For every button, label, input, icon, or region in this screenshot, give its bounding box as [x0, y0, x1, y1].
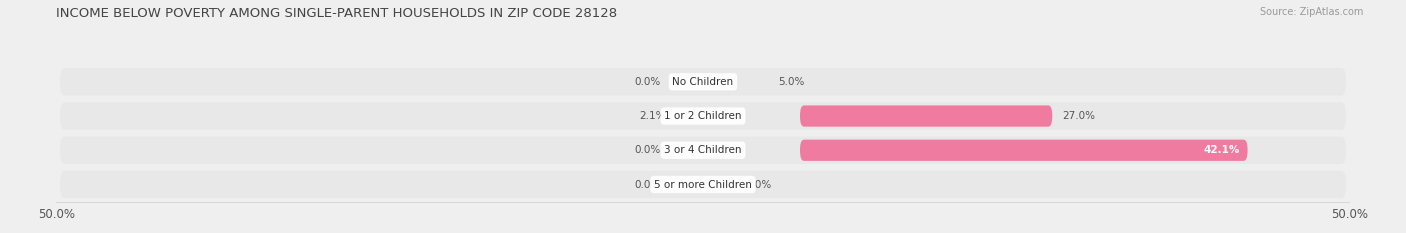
Text: 5.0%: 5.0%	[778, 77, 804, 87]
Text: 0.0%: 0.0%	[745, 179, 772, 189]
FancyBboxPatch shape	[60, 68, 1346, 96]
Text: INCOME BELOW POVERTY AMONG SINGLE-PARENT HOUSEHOLDS IN ZIP CODE 28128: INCOME BELOW POVERTY AMONG SINGLE-PARENT…	[56, 7, 617, 20]
Text: 0.0%: 0.0%	[634, 145, 661, 155]
Text: 1 or 2 Children: 1 or 2 Children	[664, 111, 742, 121]
FancyBboxPatch shape	[800, 140, 1247, 161]
Text: Source: ZipAtlas.com: Source: ZipAtlas.com	[1260, 7, 1364, 17]
Text: 0.0%: 0.0%	[634, 179, 661, 189]
Text: 0.0%: 0.0%	[634, 77, 661, 87]
Text: 3 or 4 Children: 3 or 4 Children	[664, 145, 742, 155]
Text: 5 or more Children: 5 or more Children	[654, 179, 752, 189]
Text: 42.1%: 42.1%	[1204, 145, 1240, 155]
Text: 2.1%: 2.1%	[638, 111, 665, 121]
Text: 27.0%: 27.0%	[1063, 111, 1095, 121]
Text: No Children: No Children	[672, 77, 734, 87]
FancyBboxPatch shape	[800, 105, 1052, 127]
FancyBboxPatch shape	[60, 102, 1346, 130]
FancyBboxPatch shape	[60, 171, 1346, 198]
FancyBboxPatch shape	[60, 137, 1346, 164]
